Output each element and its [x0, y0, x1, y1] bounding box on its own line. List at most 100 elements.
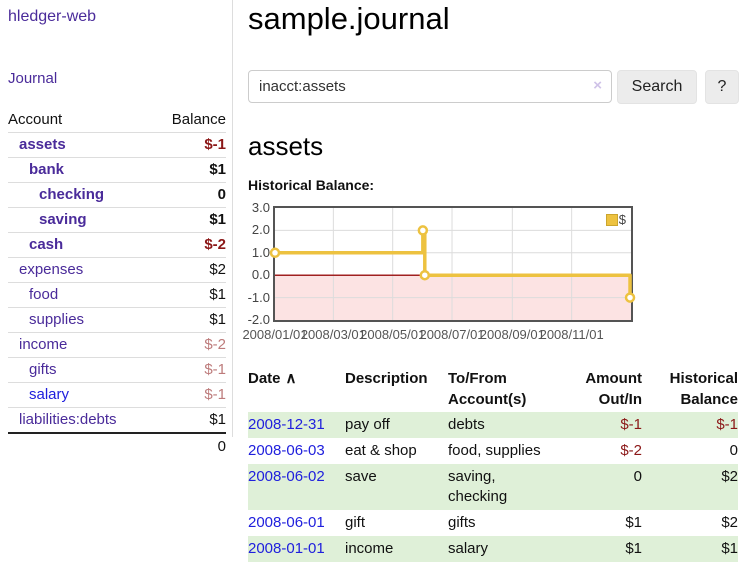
- transaction-accounts: debts: [448, 416, 485, 433]
- x-axis-tick-label: 2008/05/01: [360, 327, 426, 342]
- data-point-marker[interactable]: [269, 247, 281, 259]
- transaction-row: 2008-01-01 income salary $1 $1: [248, 536, 738, 562]
- page-title: sample.journal: [248, 1, 450, 36]
- transaction-description: save: [345, 468, 377, 485]
- transaction-date-link[interactable]: 2008-06-01: [248, 514, 325, 531]
- accounts-table: Account Balance assets $-1 bank $1 checking 0…: [8, 108, 226, 460]
- transaction-accounts: saving, checking: [448, 468, 508, 505]
- account-link[interactable]: bank: [29, 161, 65, 178]
- y-axis-tick-label: 2.0: [251, 222, 270, 238]
- y-axis-tick-label: 3.0: [251, 200, 270, 215]
- account-row: saving $1: [8, 207, 226, 233]
- account-row: income $-2: [8, 332, 226, 358]
- chart-plot-area[interactable]: $: [269, 206, 636, 322]
- transaction-date-link[interactable]: 2008-06-02: [248, 468, 325, 485]
- account-link[interactable]: gifts: [29, 361, 57, 378]
- account-balance: $-1: [153, 357, 226, 383]
- transaction-date-link[interactable]: 2008-01-01: [248, 540, 325, 557]
- account-link[interactable]: salary: [29, 386, 70, 403]
- account-balance: $1: [153, 407, 226, 433]
- transaction-description: income: [345, 540, 394, 557]
- accounts-table-body: assets $-1 bank $1 checking 0 saving $1 cash $-2 e…: [8, 132, 226, 433]
- date-column-header[interactable]: Date ∧: [248, 370, 297, 387]
- data-point-marker[interactable]: [417, 225, 429, 236]
- account-row: food $1: [8, 282, 226, 308]
- y-axis-tick-label: -1.0: [247, 289, 270, 305]
- x-axis-tick-label: 2008/01/01: [242, 327, 308, 342]
- account-link[interactable]: liabilities:debts: [19, 411, 117, 428]
- account-link[interactable]: assets: [19, 136, 66, 153]
- accounts-table-header: Account Balance: [8, 108, 226, 133]
- account-link[interactable]: expenses: [19, 261, 84, 278]
- historical-balance-column-header: Historical Balance: [669, 370, 738, 408]
- account-balance: 0: [153, 182, 226, 208]
- transaction-balance: $2: [721, 514, 738, 531]
- sidebar: hledger-web Journal Account Balance asse…: [0, 0, 233, 460]
- account-link[interactable]: food: [29, 286, 59, 303]
- transaction-accounts: salary: [448, 540, 489, 557]
- search-button[interactable]: Search: [617, 70, 697, 104]
- x-axis-tick-label: 2008/09/01: [479, 327, 545, 342]
- y-axis-tick-label: 1.0: [251, 244, 270, 260]
- account-balance: $-1: [153, 382, 226, 408]
- transaction-row: 2008-06-01 gift gifts $1 $2: [248, 510, 738, 536]
- register-header-row: Date ∧ Description To/From Account(s) Amo…: [248, 366, 738, 412]
- accounts-column-header: To/From Account(s): [448, 370, 527, 408]
- accounts-total-row: 0: [8, 432, 226, 460]
- account-row: gifts $-1: [8, 357, 226, 383]
- account-row: supplies $1: [8, 307, 226, 333]
- app-brand-link[interactable]: hledger-web: [8, 8, 97, 25]
- legend-swatch-icon: [605, 213, 618, 226]
- account-row: salary $-1: [8, 382, 226, 408]
- transaction-description: eat & shop: [345, 442, 417, 459]
- main-content: sample.journal × Search ? assets Histori…: [242, 0, 742, 582]
- help-button[interactable]: ?: [705, 70, 739, 104]
- transaction-balance: 0: [729, 442, 738, 459]
- account-balance: $-2: [153, 232, 226, 258]
- sidebar-item-journal[interactable]: Journal: [8, 70, 58, 87]
- accounts-total-value: 0: [153, 432, 226, 460]
- account-balance: $1: [153, 282, 226, 308]
- account-link[interactable]: checking: [39, 186, 105, 203]
- account-row: cash $-2: [8, 232, 226, 258]
- account-link[interactable]: cash: [29, 236, 64, 253]
- transaction-date-link[interactable]: 2008-06-03: [248, 442, 325, 459]
- account-link[interactable]: supplies: [29, 311, 85, 328]
- balance-column-header: Balance: [171, 111, 226, 128]
- data-point-marker[interactable]: [419, 269, 431, 281]
- transaction-description: pay off: [345, 416, 390, 433]
- account-balance: $1: [153, 157, 226, 183]
- clear-search-icon[interactable]: ×: [593, 77, 602, 94]
- legend-label: $: [618, 212, 626, 227]
- transaction-amount: $-2: [620, 442, 642, 459]
- description-column-header: Description: [345, 370, 428, 387]
- transaction-accounts: gifts: [448, 514, 476, 531]
- account-row: assets $-1: [8, 132, 226, 158]
- account-balance: $2: [153, 257, 226, 283]
- data-point-marker[interactable]: [624, 292, 636, 303]
- x-axis-tick-label: 2008/03/01: [300, 327, 366, 342]
- transaction-row: 2008-06-02 save saving, checking 0 $2: [248, 464, 738, 510]
- transaction-date-link[interactable]: 2008-12-31: [248, 416, 325, 433]
- transaction-row: 2008-06-03 eat & shop food, supplies $-2 0: [248, 438, 738, 464]
- transaction-accounts: food, supplies: [448, 442, 541, 459]
- chart-canvas: [269, 208, 636, 320]
- transaction-row: 2008-12-31 pay off debts $-1 $-1: [248, 412, 738, 438]
- chart-title: Historical Balance:: [248, 177, 375, 193]
- account-link[interactable]: saving: [39, 211, 87, 228]
- search-input[interactable]: [248, 70, 612, 103]
- account-row: checking 0: [8, 182, 226, 208]
- account-link[interactable]: income: [19, 336, 68, 353]
- account-row: bank $1: [8, 157, 226, 183]
- transaction-amount: 0: [633, 468, 642, 485]
- account-balance: $-2: [153, 332, 226, 358]
- transaction-balance: $2: [721, 468, 738, 485]
- account-balance: $1: [153, 307, 226, 333]
- register-table: Date ∧ Description To/From Account(s) Amo…: [248, 366, 738, 562]
- sort-ascending-icon: ∧: [285, 370, 297, 387]
- register-table-body: 2008-12-31 pay off debts $-1 $-1 2008-06-03 ea…: [248, 412, 738, 562]
- account-heading: assets: [248, 131, 324, 161]
- account-balance: $-1: [153, 132, 226, 158]
- account-column-header: Account: [8, 111, 63, 128]
